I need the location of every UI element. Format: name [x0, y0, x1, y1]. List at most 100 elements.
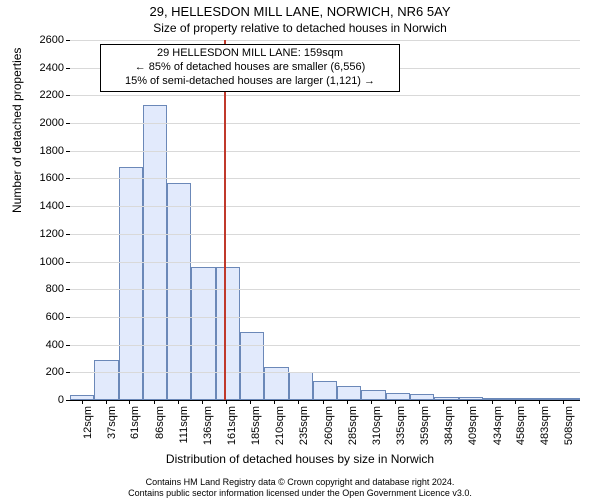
gridline	[70, 151, 580, 152]
xtick-mark	[250, 400, 251, 404]
xtick-mark	[82, 400, 83, 404]
ytick-label: 1200	[40, 228, 64, 240]
xtick-label: 458sqm	[515, 406, 527, 445]
xtick-mark	[178, 400, 179, 404]
chart-container: 29, HELLESDON MILL LANE, NORWICH, NR6 5A…	[0, 0, 600, 500]
reference-vline	[224, 40, 226, 400]
ytick-label: 2200	[40, 89, 64, 101]
xtick-label: 235sqm	[298, 406, 310, 445]
annotation-line3: 15% of semi-detached houses are larger (…	[105, 75, 395, 89]
footer-attribution: Contains HM Land Registry data © Crown c…	[0, 477, 600, 498]
ytick-mark	[66, 95, 70, 96]
xtick-mark	[419, 400, 420, 404]
xtick-mark	[274, 400, 275, 404]
annotation-box: 29 HELLESDON MILL LANE: 159sqm ← 85% of …	[100, 44, 400, 92]
gridline	[70, 178, 580, 179]
histogram-bar	[191, 267, 215, 400]
xtick-mark	[226, 400, 227, 404]
plot-area: 0200400600800100012001400160018002000220…	[70, 40, 580, 401]
xtick-label: 185sqm	[250, 406, 262, 445]
gridline	[70, 95, 580, 96]
footer-line1: Contains HM Land Registry data © Crown c…	[0, 477, 600, 487]
xtick-mark	[129, 400, 130, 404]
gridline	[70, 345, 580, 346]
histogram-bar	[556, 398, 580, 400]
xtick-label: 12sqm	[82, 406, 94, 439]
xtick-label: 111sqm	[178, 406, 190, 444]
xtick-label: 384sqm	[443, 406, 455, 445]
gridline	[70, 317, 580, 318]
histogram-bar	[361, 390, 385, 400]
annotation-line1: 29 HELLESDON MILL LANE: 159sqm	[105, 47, 395, 61]
xtick-mark	[154, 400, 155, 404]
xtick-label: 61sqm	[129, 406, 141, 439]
histogram-bar	[167, 183, 191, 400]
xtick-mark	[371, 400, 372, 404]
ytick-label: 1000	[40, 256, 64, 268]
ytick-label: 2000	[40, 117, 64, 129]
ytick-label: 600	[46, 311, 64, 323]
xtick-label: 409sqm	[467, 406, 479, 445]
y-axis-label: Number of detached properties	[10, 48, 24, 213]
ytick-mark	[66, 68, 70, 69]
xtick-mark	[106, 400, 107, 404]
chart-title-line1: 29, HELLESDON MILL LANE, NORWICH, NR6 5A…	[0, 4, 600, 19]
gridline	[70, 372, 580, 373]
ytick-label: 400	[46, 339, 64, 351]
xtick-mark	[467, 400, 468, 404]
xtick-mark	[323, 400, 324, 404]
ytick-mark	[66, 345, 70, 346]
gridline	[70, 40, 580, 41]
histogram-bar	[216, 267, 240, 400]
histogram-bar	[507, 398, 531, 400]
xtick-label: 483sqm	[539, 406, 551, 445]
ytick-mark	[66, 234, 70, 235]
ytick-mark	[66, 317, 70, 318]
xtick-label: 359sqm	[419, 406, 431, 445]
gridline	[70, 123, 580, 124]
gridline	[70, 289, 580, 290]
ytick-label: 1800	[40, 145, 64, 157]
ytick-mark	[66, 400, 70, 401]
xtick-label: 161sqm	[226, 406, 238, 445]
histogram-bar	[119, 167, 143, 400]
ytick-label: 200	[46, 366, 64, 378]
xtick-mark	[202, 400, 203, 404]
histogram-bar	[240, 332, 264, 400]
xtick-label: 136sqm	[202, 406, 214, 445]
ytick-label: 0	[58, 394, 64, 406]
ytick-mark	[66, 123, 70, 124]
xtick-mark	[347, 400, 348, 404]
xtick-mark	[515, 400, 516, 404]
bars-layer	[70, 40, 580, 400]
gridline	[70, 262, 580, 263]
histogram-bar	[531, 398, 555, 400]
xtick-mark	[563, 400, 564, 404]
histogram-bar	[386, 393, 410, 400]
histogram-bar	[410, 394, 434, 400]
histogram-bar	[337, 386, 361, 400]
histogram-bar	[94, 360, 118, 400]
histogram-bar	[313, 381, 337, 400]
footer-line2: Contains public sector information licen…	[0, 488, 600, 498]
xtick-label: 37sqm	[106, 406, 118, 439]
xtick-label: 210sqm	[274, 406, 286, 445]
ytick-mark	[66, 151, 70, 152]
xtick-label: 434sqm	[492, 406, 504, 445]
ytick-label: 1600	[40, 172, 64, 184]
x-axis-label: Distribution of detached houses by size …	[0, 452, 600, 466]
gridline	[70, 206, 580, 207]
xtick-label: 508sqm	[563, 406, 575, 445]
histogram-bar	[434, 397, 458, 400]
chart-title-line2: Size of property relative to detached ho…	[0, 21, 600, 35]
xtick-mark	[492, 400, 493, 404]
xtick-mark	[443, 400, 444, 404]
xtick-label: 335sqm	[395, 406, 407, 445]
histogram-bar	[459, 397, 483, 400]
ytick-mark	[66, 178, 70, 179]
ytick-mark	[66, 372, 70, 373]
xtick-label: 310sqm	[371, 406, 383, 445]
histogram-bar	[289, 372, 313, 400]
ytick-mark	[66, 40, 70, 41]
xtick-label: 285sqm	[347, 406, 359, 445]
